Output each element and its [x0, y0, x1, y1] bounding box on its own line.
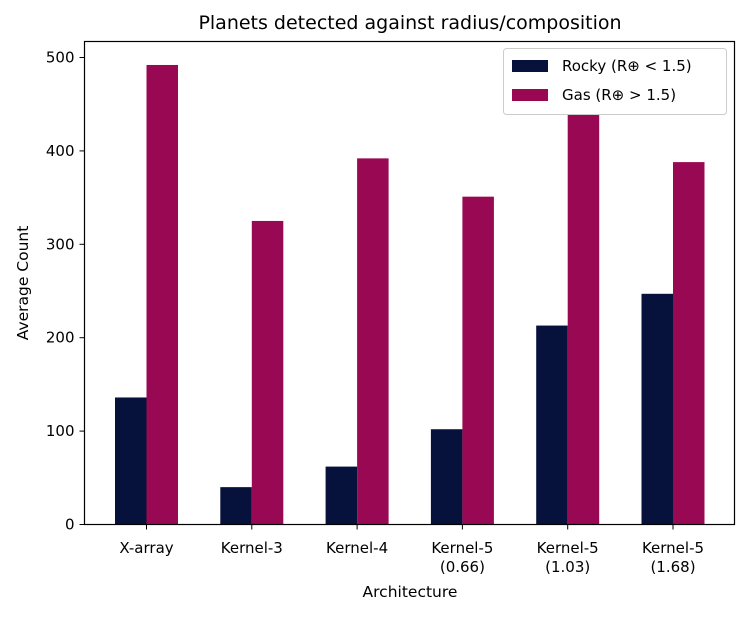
y-tick-label: 200: [46, 329, 75, 347]
legend-label: Gas (R⊕ > 1.5): [562, 86, 676, 104]
x-axis-label: Architecture: [363, 583, 458, 601]
bar-gas-4: [567, 114, 600, 525]
x-tick-label: X-array: [119, 539, 173, 557]
bar-rocky-5: [641, 293, 673, 525]
legend-box: [503, 48, 727, 115]
y-tick-label: 400: [46, 142, 75, 160]
bar-gas-1: [251, 220, 284, 525]
x-tick-label: (0.66): [440, 558, 485, 576]
plot-frame: [83, 40, 736, 526]
x-tick-label: Kernel-4: [326, 539, 388, 557]
bar-rocky-1: [220, 487, 252, 525]
x-tick-label: (1.68): [650, 558, 695, 576]
x-tick-label: Kernel-5: [537, 539, 599, 557]
x-tick-label: Kernel-5: [431, 539, 493, 557]
legend-swatch: [512, 89, 548, 101]
bar-rocky-2: [325, 466, 358, 525]
y-tick-label: 300: [46, 235, 75, 253]
bar-rocky-0: [115, 397, 147, 525]
bar-rocky-4: [536, 325, 568, 525]
y-tick-label: 0: [65, 516, 75, 534]
bar-gas-2: [357, 158, 389, 525]
bar-gas-3: [462, 196, 494, 525]
legend-label: Rocky (R⊕ < 1.5): [562, 57, 692, 75]
y-tick-label: 100: [46, 422, 75, 440]
x-tick-label: Kernel-5: [642, 539, 704, 557]
legend-swatch: [512, 60, 548, 72]
bar-gas-5: [673, 162, 705, 525]
y-axis-label: Average Count: [14, 226, 32, 341]
legend: Rocky (R⊕ < 1.5) Gas (R⊕ > 1.5): [503, 48, 727, 115]
y-tick-label: 500: [46, 49, 75, 67]
x-tick-label: (1.03): [545, 558, 590, 576]
x-ticks-group: X-array Kernel-3 Kernel-4 Kernel-5(0.66)Ker…: [119, 524, 704, 576]
bars-group: [115, 64, 705, 525]
x-tick-label: Kernel-3: [221, 539, 283, 557]
bar-gas-0: [146, 64, 178, 525]
chart-title: Planets detected against radius/composit…: [198, 12, 621, 34]
y-ticks-group: 0 100 200 300 400 500: [46, 49, 85, 534]
bar-rocky-3: [430, 429, 463, 525]
